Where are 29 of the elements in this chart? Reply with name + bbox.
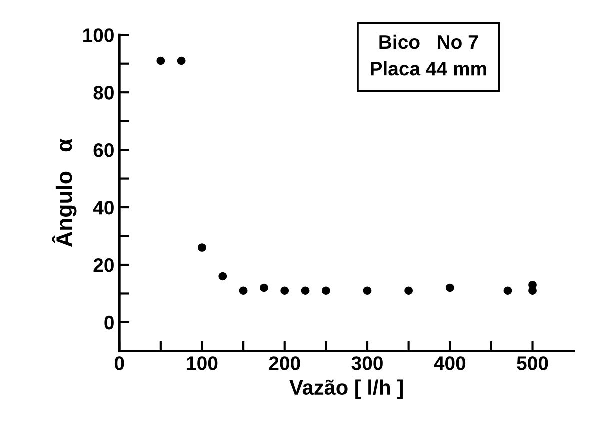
point [404, 286, 413, 296]
y-tick-label: 40 [93, 200, 114, 215]
point [322, 286, 330, 296]
point [198, 244, 206, 252]
point [156, 56, 166, 66]
y-tick-label: 80 [94, 86, 114, 100]
point [260, 284, 268, 292]
point [504, 286, 512, 296]
point [363, 286, 372, 296]
x-tick-label: 400 [434, 356, 466, 370]
point [446, 284, 454, 292]
x-tick-label: 100 [187, 356, 218, 370]
y-tick-label: 100 [84, 28, 114, 42]
x-tick-label: 200 [269, 356, 300, 370]
point [528, 286, 537, 296]
point [239, 286, 248, 296]
y-tick-label: 20 [94, 258, 114, 272]
point [280, 286, 290, 296]
x-tick-label: 0 [114, 356, 124, 370]
y-axis-title: Ângulo α [52, 139, 77, 247]
y-tick-label: 60 [94, 144, 114, 158]
annotation: Bico No 7 Placa 44 mm [371, 34, 486, 76]
point [218, 272, 228, 281]
y-tick-label: 0 [104, 316, 114, 330]
point [177, 56, 186, 66]
x-axis-title: Vazão [ l/h ] [290, 380, 403, 400]
x-tick-label: 500 [517, 356, 548, 370]
point [301, 286, 310, 296]
x-tick-label: 300 [352, 356, 383, 370]
